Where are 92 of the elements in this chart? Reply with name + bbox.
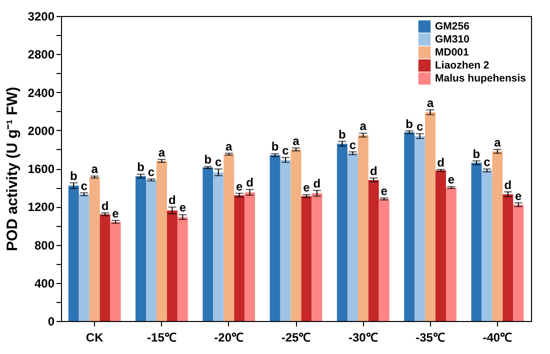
- bar: [502, 194, 514, 321]
- bar: [270, 155, 280, 321]
- y-tick-label: 2800: [28, 48, 55, 62]
- data-label: d: [504, 178, 512, 192]
- data-label: d: [370, 164, 378, 178]
- data-label: a: [158, 145, 166, 160]
- data-label: e: [179, 200, 186, 215]
- bar: [156, 160, 167, 321]
- bar: [301, 196, 312, 321]
- y-tick-label: 2400: [28, 86, 55, 100]
- legend-label: Liaozhen 2: [435, 60, 490, 72]
- bar: [336, 144, 348, 321]
- data-label: b: [271, 140, 279, 154]
- bar: [290, 149, 302, 321]
- data-label: c: [80, 178, 88, 193]
- data-label: d: [246, 175, 254, 190]
- legend-label: Malus hupehensis: [435, 72, 526, 84]
- x-tick-label: -35℃: [416, 330, 445, 344]
- bar: [146, 180, 156, 321]
- data-label: e: [112, 206, 120, 220]
- bar: [482, 170, 492, 321]
- data-label: d: [313, 176, 321, 190]
- legend-label: GM310: [435, 34, 470, 46]
- bar: [378, 199, 390, 321]
- bar: [244, 192, 256, 321]
- x-tick-label: -40℃: [482, 330, 512, 344]
- x-tick-label: -15℃: [147, 330, 176, 344]
- bar: [213, 172, 224, 321]
- data-label: c: [215, 154, 222, 169]
- y-tick-label: 400: [34, 276, 55, 290]
- data-label: b: [338, 127, 346, 142]
- bar: [312, 193, 322, 321]
- data-label: c: [484, 154, 491, 169]
- data-label: e: [380, 184, 388, 198]
- data-label: a: [494, 135, 502, 150]
- data-label: e: [236, 179, 243, 194]
- data-label: c: [148, 164, 155, 179]
- bar: [446, 188, 456, 321]
- bar: [368, 180, 379, 321]
- data-label: c: [349, 138, 356, 152]
- bar: [492, 151, 503, 321]
- y-tick-label: 0: [48, 314, 55, 328]
- bar: [234, 195, 245, 321]
- x-tick-label: -30℃: [348, 330, 378, 344]
- data-label: a: [360, 119, 367, 134]
- bar: [347, 153, 358, 321]
- bar: [100, 214, 110, 321]
- data-label: c: [416, 120, 424, 134]
- bar: [136, 176, 146, 321]
- y-axis-title: POD activity (U g⁻¹ FW): [4, 86, 21, 252]
- data-label: a: [226, 139, 233, 154]
- data-label: a: [292, 134, 300, 148]
- legend-label: MD001: [435, 46, 470, 58]
- bar: [358, 135, 368, 321]
- x-tick-label: -25℃: [281, 330, 311, 344]
- x-tick-label: -20℃: [214, 330, 244, 344]
- data-label: d: [437, 155, 444, 170]
- bar: [78, 194, 90, 321]
- bar: [89, 177, 100, 321]
- bar: [280, 160, 291, 321]
- y-tick-label: 800: [34, 238, 55, 252]
- data-label: a: [426, 96, 434, 110]
- data-label: c: [282, 144, 290, 158]
- y-tick-label: 2000: [28, 124, 55, 138]
- x-tick-label: CK: [86, 330, 104, 344]
- bar: [436, 170, 446, 321]
- bar: [414, 136, 426, 321]
- data-label: b: [406, 116, 414, 131]
- data-label: b: [137, 160, 144, 174]
- bar: [404, 132, 415, 321]
- y-tick-label: 1200: [28, 200, 55, 214]
- data-label: b: [204, 152, 212, 167]
- bar: [513, 204, 524, 321]
- data-label: b: [70, 168, 78, 183]
- bar: [177, 217, 188, 321]
- bar: [471, 162, 482, 321]
- data-label: d: [101, 198, 109, 213]
- data-label: d: [168, 193, 176, 208]
- bar: [110, 222, 121, 321]
- bar: [68, 186, 79, 321]
- data-label: b: [472, 146, 480, 161]
- bar: [202, 168, 214, 321]
- bar: [425, 112, 436, 321]
- data-label: e: [448, 172, 455, 187]
- bar: [166, 210, 178, 321]
- bar: [224, 154, 234, 321]
- data-label: e: [515, 188, 522, 203]
- y-tick-label: 3200: [28, 10, 55, 24]
- data-label: e: [303, 180, 310, 195]
- y-tick-label: 1600: [28, 162, 55, 176]
- legend-label: GM256: [435, 20, 470, 32]
- data-label: a: [91, 162, 98, 176]
